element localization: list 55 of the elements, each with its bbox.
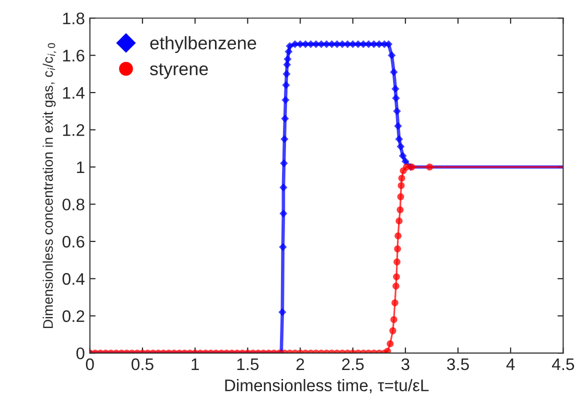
y-tick-label: 1.6 (63, 50, 84, 62)
x-tick-label: 4 (506, 358, 515, 370)
x-tick-label: 3.5 (447, 358, 469, 370)
y-tick-label: 1.2 (63, 124, 84, 136)
point (283, 60, 292, 69)
point (392, 94, 400, 102)
y-tick-label: 1.8 (63, 12, 84, 24)
point (395, 135, 404, 144)
point (281, 114, 289, 123)
point (282, 96, 290, 104)
y-tick-label: 1.4 (63, 87, 85, 99)
x-tick-label: 0 (86, 358, 94, 370)
point (286, 42, 294, 50)
point (284, 48, 293, 56)
x-tick-label: 1 (192, 358, 199, 370)
point (388, 51, 396, 60)
point (322, 40, 330, 48)
x-tick-label: 2 (296, 358, 304, 370)
point (396, 142, 405, 150)
point (280, 159, 288, 168)
point (312, 40, 320, 48)
point (278, 243, 287, 251)
point (284, 55, 292, 63)
x-tick-label: 4.5 (552, 358, 574, 370)
point (393, 107, 401, 116)
point (384, 40, 393, 48)
point (282, 70, 290, 78)
y-tick-label: 0.2 (62, 310, 84, 322)
point (344, 40, 352, 48)
point (392, 84, 400, 93)
x-tick-label: 1.5 (237, 358, 259, 370)
x-axis-title: Dimensionless time, τ=tu/εL (225, 379, 429, 394)
legend-label: ethylbenzene (150, 36, 256, 54)
point (401, 157, 410, 166)
point (354, 40, 362, 48)
point (279, 184, 288, 192)
point (282, 81, 290, 90)
x-tick-label: 3 (401, 358, 410, 370)
point (398, 152, 407, 160)
y-tick-label: 1 (77, 162, 84, 174)
y-axis-title: Dimensionless concentration in exit gas, c$_{i}$/c$_{i,0}$ (42, 43, 56, 328)
point (280, 135, 288, 144)
point (302, 40, 310, 48)
y-tick-label: 0.4 (62, 273, 85, 285)
point (333, 40, 341, 48)
point (390, 68, 398, 76)
point (394, 122, 402, 130)
point (278, 308, 286, 316)
y-tick-label: 0.8 (62, 198, 84, 210)
y-tick-label: 0.6 (62, 236, 84, 248)
x-tick-label: 0.5 (132, 358, 154, 370)
point (279, 210, 288, 218)
legend-label: styrene (150, 63, 208, 79)
x-tick-label: 2.5 (342, 358, 364, 370)
y-tick-label: 0 (76, 347, 84, 360)
